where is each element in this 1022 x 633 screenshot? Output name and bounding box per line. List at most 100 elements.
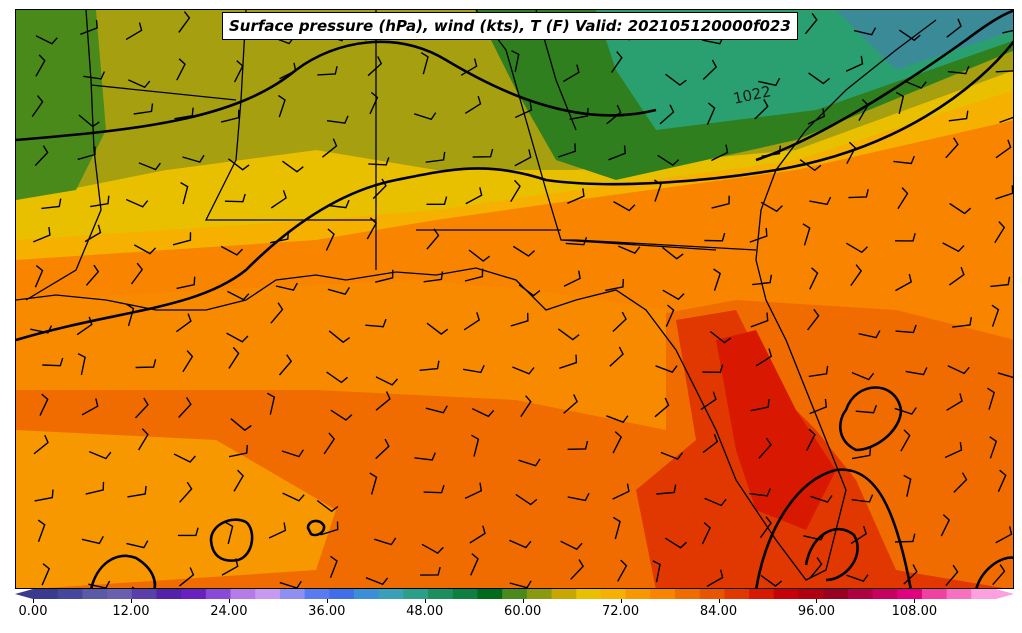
wind-barb-icon	[270, 302, 284, 324]
wind-barb-icon	[423, 484, 445, 494]
wind-barb-icon	[471, 407, 495, 418]
wind-barb-icon	[413, 112, 437, 121]
temperature-band-olive	[16, 10, 1013, 200]
wind-barb-icon	[845, 242, 868, 254]
wind-barb-icon	[463, 312, 481, 331]
colorbar-segment	[230, 589, 256, 599]
wind-barb-icon	[130, 262, 144, 285]
wind-barb-icon	[945, 137, 959, 159]
wind-barb-icon	[903, 474, 912, 497]
wind-barb-icon	[995, 70, 1013, 73]
wind-barb-icon	[35, 54, 46, 77]
wind-barb-icon	[903, 564, 918, 585]
colorbar-segment	[354, 589, 380, 599]
wind-barb-icon	[511, 50, 520, 73]
wind-barb-icon	[135, 359, 157, 369]
wind-barb-icon	[270, 230, 290, 244]
wind-barb-icon	[995, 139, 1012, 159]
wind-barb-icon	[420, 52, 429, 75]
wind-barb-icon	[953, 472, 968, 493]
wind-barb-icon	[228, 445, 248, 458]
wind-barb-icon	[994, 221, 1006, 244]
wind-barb-icon	[809, 196, 832, 206]
wind-barb-icon	[760, 201, 783, 213]
wind-barb-icon	[369, 91, 379, 115]
wind-barb-icon	[509, 580, 532, 588]
wind-barb-icon	[224, 193, 246, 203]
colorbar-segment	[872, 589, 898, 599]
wind-barb-icon	[947, 365, 970, 375]
wind-barb-icon	[845, 55, 864, 72]
wind-barb-icon	[612, 431, 623, 454]
wind-barb-icon	[567, 440, 589, 450]
wind-barb-icon	[758, 77, 781, 87]
wind-barb-icon	[520, 395, 532, 418]
wind-barb-icon	[750, 399, 770, 412]
wind-barb-icon	[947, 65, 970, 75]
wind-barb-icon	[225, 521, 234, 545]
wind-barb-icon	[940, 514, 951, 537]
wind-barb-icon	[233, 469, 244, 492]
wind-barb-icon	[758, 437, 772, 459]
wind-barb-icon	[612, 516, 621, 540]
colorbar-segment	[452, 589, 478, 599]
colorbar-segment	[724, 589, 750, 599]
wind-barb-icon	[510, 179, 521, 203]
wind-barb-icon	[471, 434, 480, 457]
wind-barb-icon	[850, 264, 863, 287]
wind-barb-icon	[612, 311, 627, 333]
isobar-1020	[16, 40, 1013, 342]
colorbar-segment	[823, 589, 849, 599]
wind-barb-icon	[760, 574, 783, 587]
wind-barb-icon	[749, 488, 771, 497]
wind-barb-icon	[704, 232, 726, 242]
wind-barb-icon	[804, 12, 818, 35]
wind-barb-icon	[30, 325, 53, 334]
wind-barb-icon	[460, 58, 478, 76]
wind-barb-icon	[754, 99, 769, 120]
colorbar-under-arrow	[15, 589, 33, 599]
wind-barb-icon	[991, 304, 1000, 327]
wind-barb-icon	[182, 154, 205, 163]
wind-barb-icon	[365, 577, 389, 586]
colorbar-tick-mark	[522, 599, 524, 603]
wind-barb-icon	[84, 224, 102, 243]
wind-barb-icon	[609, 346, 624, 367]
isobar-southwest	[90, 554, 157, 588]
wind-barb-icon	[894, 233, 916, 242]
wind-barb-icon	[559, 354, 578, 369]
wind-barb-icon	[701, 522, 711, 545]
colorbar-segment	[428, 589, 454, 599]
wind-barb-icon	[465, 187, 483, 205]
wind-barb-icon	[992, 564, 1006, 586]
wind-barb-icon	[665, 304, 675, 327]
wind-barb-icon	[897, 187, 909, 210]
wind-barb-icon	[279, 580, 302, 588]
isobar-southeast	[975, 556, 1013, 588]
wind-barb-icon	[220, 109, 240, 123]
weather-map	[15, 9, 1014, 589]
wind-barb-icon	[997, 469, 1007, 492]
coastline	[16, 19, 937, 581]
wind-barb-icon	[557, 143, 577, 158]
wind-barb-icon	[39, 393, 49, 416]
colorbar-segment	[699, 589, 725, 599]
colorbar-segment	[477, 589, 503, 599]
wind-barb-icon	[846, 141, 857, 165]
colorbar-tick-mark	[33, 599, 34, 603]
temperature-band-hot-peninsula	[716, 330, 836, 530]
wind-barb-icon	[851, 371, 875, 381]
temperature-band-green	[16, 10, 106, 200]
wind-barb-icon	[810, 495, 833, 503]
wind-barb-icon	[802, 223, 811, 246]
wind-barb-icon	[560, 540, 583, 551]
colorbar-over-arrow	[996, 589, 1014, 599]
wind-barb-icon	[470, 553, 479, 576]
wind-barbs	[30, 11, 1013, 588]
wind-barb-icon	[172, 232, 192, 246]
wind-barb-icon	[178, 567, 195, 587]
wind-barb-icon	[42, 357, 64, 367]
isobar-south-florida	[755, 468, 912, 588]
wind-barb-icon	[464, 95, 482, 114]
wind-barb-icon	[278, 354, 293, 376]
